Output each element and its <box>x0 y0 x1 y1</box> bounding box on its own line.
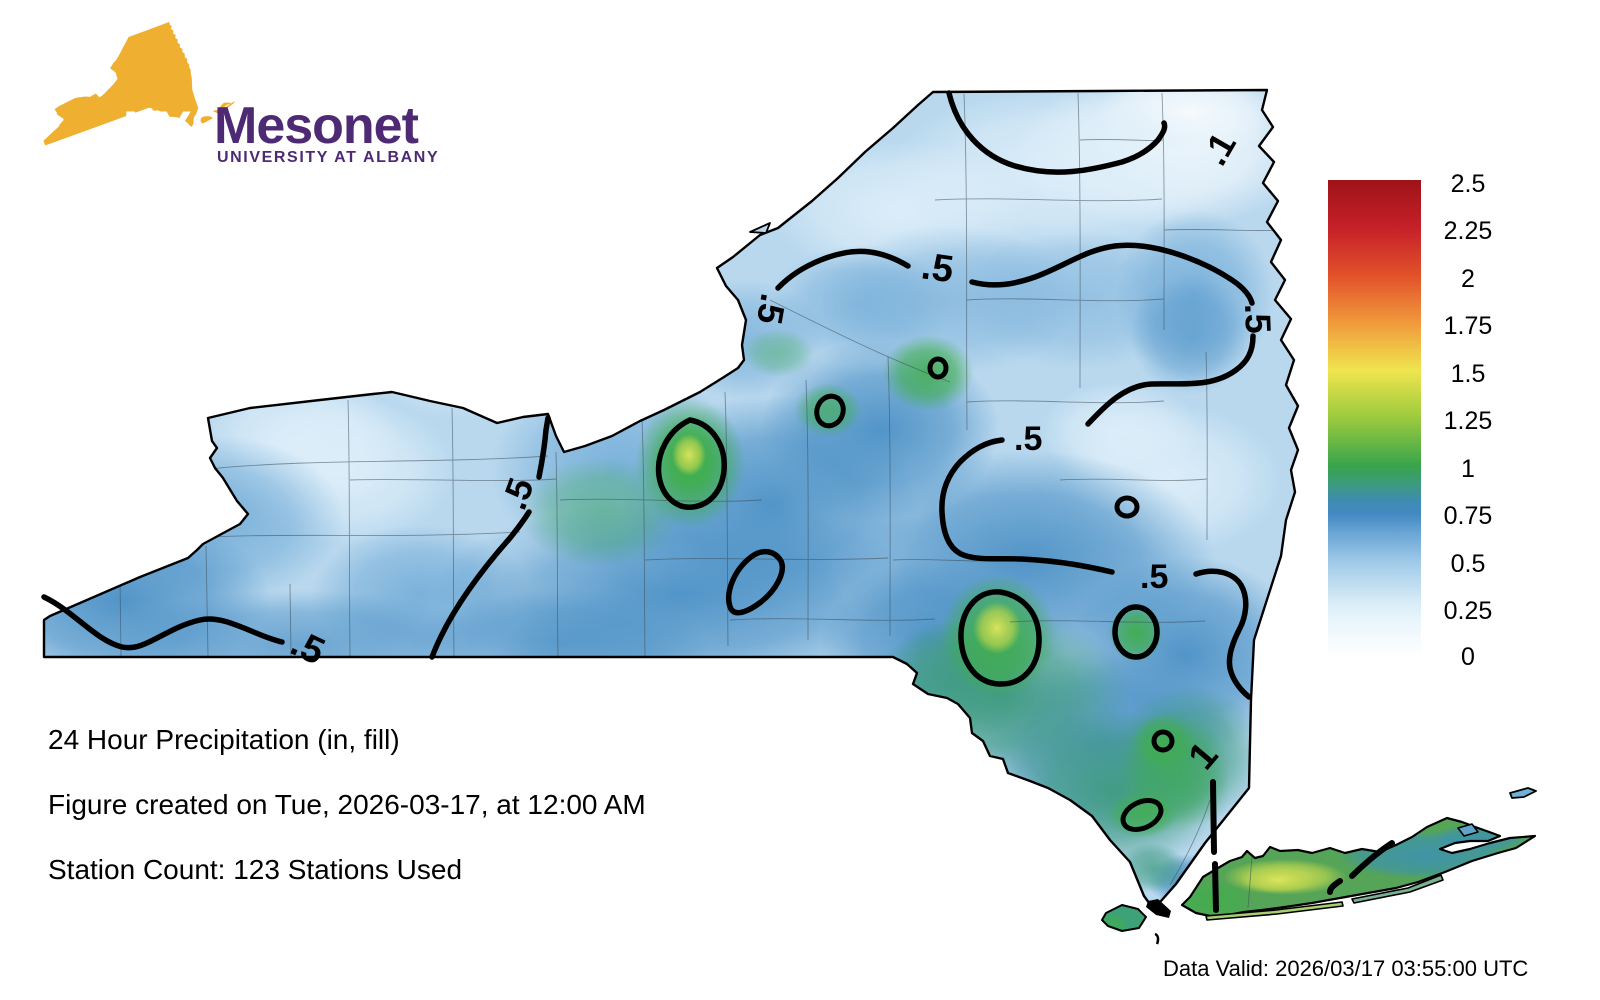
flag-island <box>749 222 771 234</box>
colorbar-tick: 2.25 <box>1444 217 1493 245</box>
state-outline <box>42 88 1537 932</box>
nyc-mark <box>1146 899 1171 918</box>
colorbar-gradient <box>1328 180 1421 657</box>
station-count-line: Station Count: 123 Stations Used <box>48 854 463 885</box>
logo-name: Mesonet <box>214 97 419 155</box>
shelter-island <box>1457 823 1479 837</box>
contour-label: .5 <box>919 245 956 291</box>
logo-subtitle: UNIVERSITY AT ALBANY <box>217 149 440 166</box>
contour-label: .5 <box>749 291 795 328</box>
small-island <box>1509 787 1537 799</box>
colorbar-tick-labels: 2.5 2.25 2 1.75 1.5 1.25 1 0.75 0.5 0.25… <box>1444 170 1493 671</box>
barrier-island-east <box>1351 874 1444 904</box>
contour-lines <box>41 90 1395 913</box>
tiny-island-mark <box>1154 932 1160 945</box>
colorbar-tick: 1.75 <box>1444 312 1493 340</box>
colorbar-tick: 0.25 <box>1444 597 1493 625</box>
colorbar-tick: 1.5 <box>1451 360 1486 388</box>
colorbar-tick: 0.5 <box>1451 550 1486 578</box>
product-title: 24 Hour Precipitation (in, fill) <box>48 724 400 755</box>
colorbar-tick: 2 <box>1461 265 1475 293</box>
county-borders <box>119 92 1286 886</box>
colorbar-tick: 1 <box>1461 455 1475 483</box>
colorbar-tick: 0.75 <box>1444 502 1493 530</box>
colorbar-tick: 2.5 <box>1451 170 1486 198</box>
logo-acronym: NYS <box>123 101 224 157</box>
contour-label: .5 <box>1014 420 1042 458</box>
barrier-island-west <box>1205 901 1344 921</box>
colorbar-tick: 1.25 <box>1444 407 1493 435</box>
contour-label: .5 <box>1140 558 1168 596</box>
data-valid-line: Data Valid: 2026/03/17 03:55:00 UTC <box>1163 956 1529 981</box>
contour-label: .5 <box>1237 303 1279 334</box>
figure-created-line: Figure created on Tue, 2026-03-17, at 12… <box>48 789 646 820</box>
colorbar: 2.5 2.25 2 1.75 1.5 1.25 1 0.75 0.5 0.25… <box>1328 170 1492 671</box>
colorbar-tick: 0 <box>1461 643 1475 671</box>
